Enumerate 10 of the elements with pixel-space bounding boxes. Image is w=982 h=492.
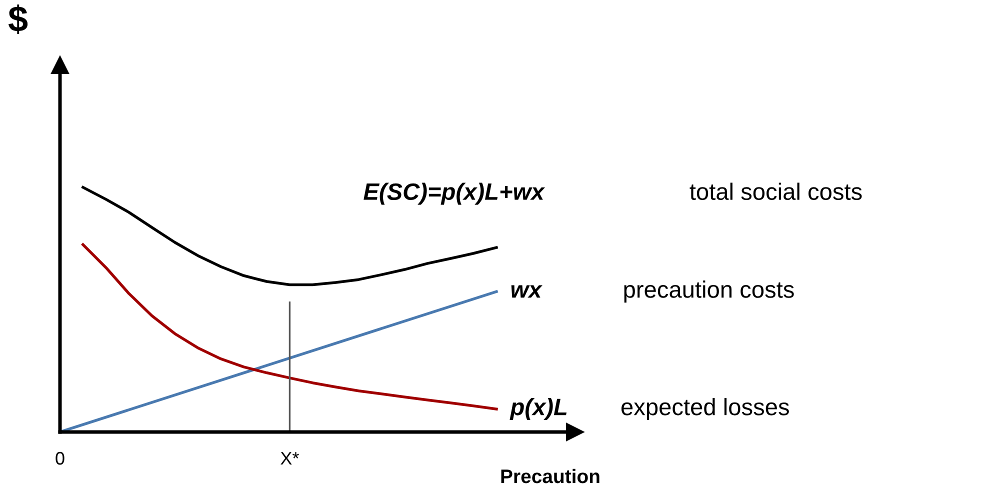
x-tick-label: 0: [56, 452, 64, 465]
x-tick-label: X*: [280, 452, 299, 465]
y-axis-title: $: [8, 4, 28, 34]
text: precaution costs: [624, 280, 794, 303]
series-label: wx: [511, 285, 543, 298]
text: E(SC)=p(x)L+wx: [364, 182, 546, 205]
text: expected losses: [621, 398, 789, 420]
text: total social costs: [690, 182, 862, 200]
series-label: p(x)L: [510, 398, 567, 420]
x-axis-title: Precaution: [501, 468, 600, 484]
